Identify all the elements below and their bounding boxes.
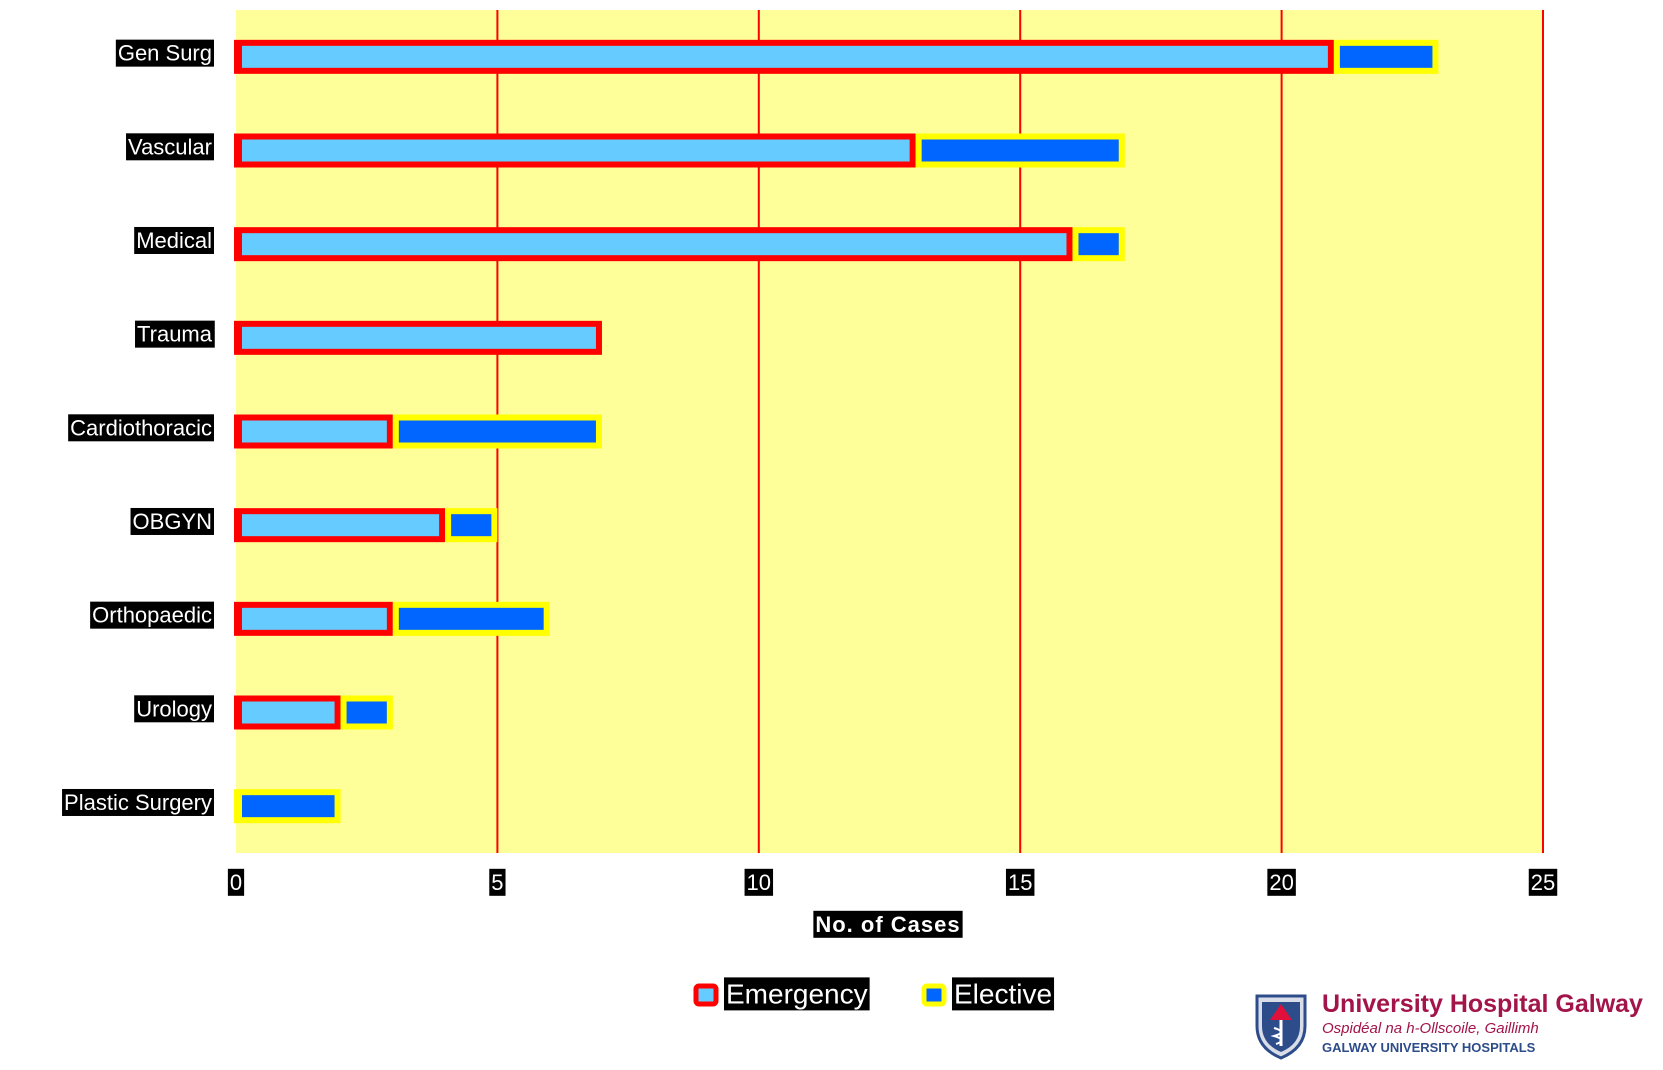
legend-label-emergency-bg	[724, 977, 870, 1011]
x-tick-label: 0	[230, 870, 242, 895]
legend-swatch-elective	[921, 983, 947, 1007]
category-label-group: Orthopaedic	[90, 601, 214, 629]
x-tick-label-bg	[227, 868, 245, 896]
x-axis-label-group: No. of Cases	[813, 910, 963, 938]
category-label-bg	[126, 133, 214, 161]
category-label-bg	[115, 39, 214, 67]
category-label-group: Medical	[134, 226, 214, 254]
bars	[234, 39, 1439, 824]
category-label: Medical	[136, 228, 212, 253]
category-label-group: Gen Surg	[115, 39, 214, 67]
category-label-bg	[130, 507, 214, 535]
legend-swatch-emergency	[693, 983, 719, 1007]
category-label-bg	[62, 788, 214, 816]
shield-icon	[1255, 994, 1307, 1060]
legend-label-elective: Elective	[954, 978, 1052, 1009]
logo-subtitle: Ospidéal na h-Ollscoile, Gaillimh	[1322, 1020, 1539, 1037]
x-axis-label-group: No. of Cases	[813, 910, 963, 938]
bar-elective-medical	[1072, 227, 1125, 262]
bar-elective-orthopaedic	[392, 601, 550, 636]
category-label: Trauma	[137, 322, 213, 347]
x-tick-label-bg	[1267, 868, 1296, 896]
category-label: Orthopaedic	[92, 603, 212, 628]
bar-elective-plastic-surgery	[236, 789, 341, 824]
bar-elective-cardiothoracic	[392, 414, 602, 449]
legend-label-emergency: Emergency	[726, 978, 868, 1009]
category-label: OBGYN	[133, 509, 212, 534]
x-tick-label-group: 20	[1267, 868, 1296, 896]
category-label-group: Plastic Surgery	[62, 788, 214, 816]
bar-emergency-gen-surg	[236, 39, 1334, 74]
x-tick-label: 25	[1531, 870, 1555, 895]
x-ticks: 0 5 10 15 20 25	[227, 868, 1558, 896]
bar-emergency-cardiothoracic	[236, 414, 393, 449]
category-label-bg	[134, 226, 214, 254]
logo-title: University Hospital Galway	[1322, 990, 1643, 1018]
x-tick-label-bg	[744, 868, 774, 896]
logo-subtitle-2: GALWAY UNIVERSITY HOSPITALS	[1322, 1040, 1536, 1055]
bar-emergency-obgyn	[236, 508, 446, 543]
category-label-bg	[68, 414, 214, 442]
x-tick-label-group: 25	[1528, 868, 1558, 896]
bar-emergency-medical	[236, 227, 1073, 262]
category-label: Gen Surg	[118, 41, 212, 66]
x-tick-label: 15	[1008, 870, 1032, 895]
hospital-logo: University Hospital Galway Ospidéal na h…	[1252, 990, 1663, 1070]
category-label-group: Trauma	[135, 320, 215, 348]
category-label-bg	[134, 695, 214, 723]
bar-emergency-vascular	[236, 133, 916, 168]
x-tick-label-bg	[1528, 868, 1558, 896]
category-label-bg	[90, 601, 214, 629]
x-tick-label-group: 0	[227, 868, 245, 896]
bar-elective-gen-surg	[1333, 39, 1439, 74]
bar-emergency-orthopaedic	[236, 601, 393, 636]
x-tick-label-group: 5	[489, 868, 506, 896]
category-label: Vascular	[128, 134, 212, 159]
bar-emergency-urology	[236, 695, 341, 730]
bar-emergency-trauma	[236, 320, 602, 355]
bar-elective-obgyn	[445, 508, 498, 543]
x-axis-label-bg	[813, 910, 963, 938]
x-tick-label: 20	[1269, 870, 1293, 895]
bar-elective-urology	[340, 695, 393, 730]
x-tick-label: 5	[491, 870, 503, 895]
legend-label-elective-bg	[952, 977, 1055, 1011]
legend-label-emergency-group: Emergency	[724, 977, 870, 1011]
x-axis-label: No. of Cases	[815, 912, 960, 937]
category-label-group: Vascular	[126, 133, 214, 161]
x-tick-label: 10	[747, 870, 771, 895]
category-label: Plastic Surgery	[64, 790, 212, 815]
bar-elective-vascular	[915, 133, 1125, 168]
category-label: Urology	[136, 696, 212, 721]
category-label: Cardiothoracic	[70, 415, 212, 440]
x-tick-label-bg	[1005, 868, 1035, 896]
legend: Emergency Elective	[693, 977, 1055, 1011]
category-labels: Gen Surg Vascular Medical Trauma Cardiothora…	[62, 39, 215, 816]
x-tick-label-group: 10	[744, 868, 774, 896]
category-label-group: Cardiothoracic	[68, 414, 214, 442]
category-label-bg	[135, 320, 215, 348]
category-label-group: OBGYN	[130, 507, 214, 535]
x-tick-label-bg	[489, 868, 506, 896]
category-label-group: Urology	[134, 695, 214, 723]
x-tick-label-group: 15	[1005, 868, 1035, 896]
legend-label-elective-group: Elective	[952, 977, 1055, 1011]
